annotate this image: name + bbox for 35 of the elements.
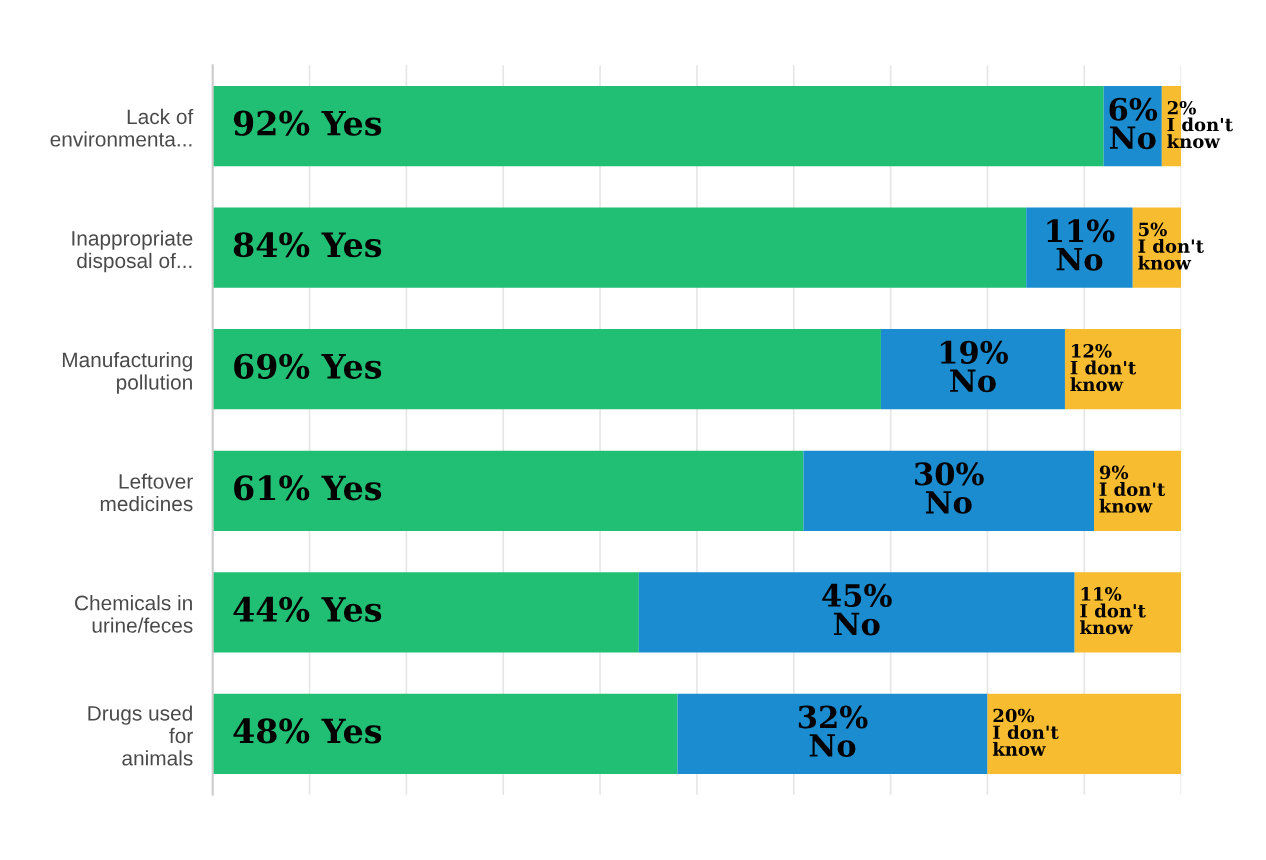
data-label: 9% I don't know: [1099, 465, 1166, 513]
data-label: 20% I don't know: [992, 708, 1059, 756]
y-tick-label: Drugs used for animals: [88, 705, 193, 766]
data-label: 92% Yes: [233, 110, 382, 136]
bar: [803, 450, 1095, 531]
bar: [987, 693, 1182, 774]
data-label: 45% No: [822, 583, 892, 636]
data-label: 19% No: [940, 340, 1008, 393]
bar: [212, 86, 1104, 167]
bar: [880, 329, 1065, 410]
data-label: 61% Yes: [234, 475, 382, 501]
bar: [1074, 572, 1182, 653]
bar: [638, 572, 1075, 653]
bar: [677, 693, 988, 774]
data-label: 69% Yes: [234, 353, 382, 379]
data-label: 30% No: [915, 462, 984, 514]
y-tick-label: Lack of environmenta...: [50, 108, 194, 147]
bar: [212, 450, 804, 531]
bar: [212, 693, 678, 774]
bar: [212, 572, 639, 653]
data-label: 6% No: [1109, 97, 1158, 150]
y-tick-label: Leftover medicines: [100, 473, 193, 512]
y-tick-label: Manufacturing pollution: [62, 351, 192, 394]
bar: [212, 329, 881, 410]
y-tick-label: Inappropriate disposal of...: [72, 230, 193, 273]
data-label: 12% I don't know: [1070, 344, 1137, 392]
data-label: 84% Yes: [233, 232, 382, 258]
data-label: 48% Yes: [233, 718, 382, 744]
data-label: 32% No: [798, 705, 868, 757]
data-label: 11% I don't know: [1080, 587, 1146, 635]
data-label: 11% No: [1047, 219, 1115, 271]
data-label: 44% Yes: [233, 596, 382, 622]
y-tick-label: Chemicals in urine/feces: [75, 595, 193, 633]
bar: [212, 207, 1027, 288]
bar: [1064, 329, 1182, 410]
